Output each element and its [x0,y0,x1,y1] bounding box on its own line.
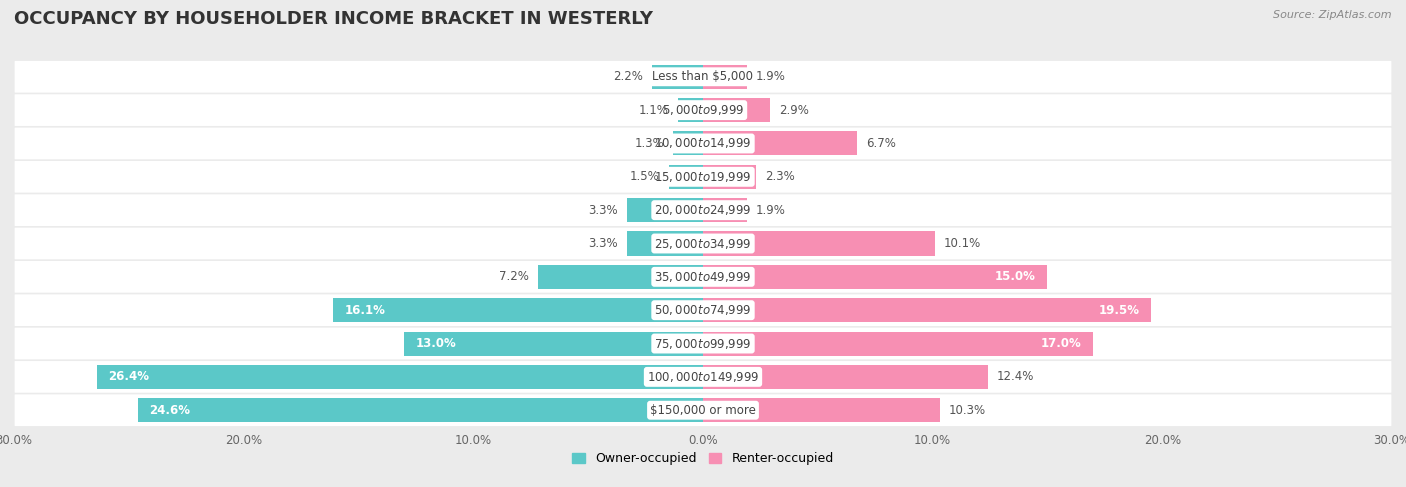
Bar [703,398,939,422]
Text: 7.2%: 7.2% [499,270,529,283]
Text: 6.7%: 6.7% [866,137,896,150]
Text: 10.1%: 10.1% [945,237,981,250]
Text: $5,000 to $9,999: $5,000 to $9,999 [662,103,744,117]
Text: $10,000 to $14,999: $10,000 to $14,999 [654,136,752,150]
Text: $100,000 to $149,999: $100,000 to $149,999 [647,370,759,384]
Text: 16.1%: 16.1% [344,304,385,317]
FancyBboxPatch shape [14,394,1392,426]
Text: 3.3%: 3.3% [588,204,619,217]
FancyBboxPatch shape [14,161,1392,193]
Text: 1.5%: 1.5% [630,170,659,183]
Text: 2.9%: 2.9% [779,104,808,116]
FancyBboxPatch shape [14,61,1392,93]
Text: 1.9%: 1.9% [756,204,786,217]
Text: $20,000 to $24,999: $20,000 to $24,999 [654,203,752,217]
FancyBboxPatch shape [14,361,1392,393]
Bar [703,131,856,155]
Bar [703,365,988,389]
FancyBboxPatch shape [14,94,1392,126]
Text: Less than $5,000: Less than $5,000 [652,70,754,83]
Text: 12.4%: 12.4% [997,371,1035,383]
Text: 17.0%: 17.0% [1042,337,1083,350]
Bar [703,332,1094,356]
Text: 1.3%: 1.3% [634,137,664,150]
Text: OCCUPANCY BY HOUSEHOLDER INCOME BRACKET IN WESTERLY: OCCUPANCY BY HOUSEHOLDER INCOME BRACKET … [14,10,652,28]
Bar [138,398,703,422]
Text: 1.9%: 1.9% [756,70,786,83]
Bar [537,265,703,289]
FancyBboxPatch shape [14,328,1392,359]
Bar [669,165,703,189]
Bar [673,131,703,155]
Legend: Owner-occupied, Renter-occupied: Owner-occupied, Renter-occupied [568,448,838,470]
Text: $75,000 to $99,999: $75,000 to $99,999 [654,337,752,351]
Text: 10.3%: 10.3% [949,404,986,417]
Text: 26.4%: 26.4% [108,371,149,383]
Bar [703,165,756,189]
FancyBboxPatch shape [14,128,1392,159]
Bar [627,198,703,222]
Bar [333,298,703,322]
Text: $50,000 to $74,999: $50,000 to $74,999 [654,303,752,317]
Bar [678,98,703,122]
Text: 24.6%: 24.6% [149,404,191,417]
Bar [703,65,747,89]
Bar [703,298,1152,322]
Text: $150,000 or more: $150,000 or more [650,404,756,417]
Text: 19.5%: 19.5% [1098,304,1139,317]
Text: 2.3%: 2.3% [765,170,794,183]
Bar [703,231,935,256]
FancyBboxPatch shape [14,261,1392,293]
Bar [703,98,769,122]
Text: 2.2%: 2.2% [613,70,644,83]
Bar [652,65,703,89]
Text: 13.0%: 13.0% [416,337,457,350]
Bar [703,265,1047,289]
Bar [703,198,747,222]
Text: 1.1%: 1.1% [638,104,669,116]
FancyBboxPatch shape [14,227,1392,260]
Bar [405,332,703,356]
Text: 15.0%: 15.0% [995,270,1036,283]
Text: $15,000 to $19,999: $15,000 to $19,999 [654,170,752,184]
Text: $25,000 to $34,999: $25,000 to $34,999 [654,237,752,250]
Bar [97,365,703,389]
Text: Source: ZipAtlas.com: Source: ZipAtlas.com [1274,10,1392,20]
FancyBboxPatch shape [14,194,1392,226]
Text: 3.3%: 3.3% [588,237,619,250]
FancyBboxPatch shape [14,294,1392,326]
Bar [627,231,703,256]
Text: $35,000 to $49,999: $35,000 to $49,999 [654,270,752,284]
